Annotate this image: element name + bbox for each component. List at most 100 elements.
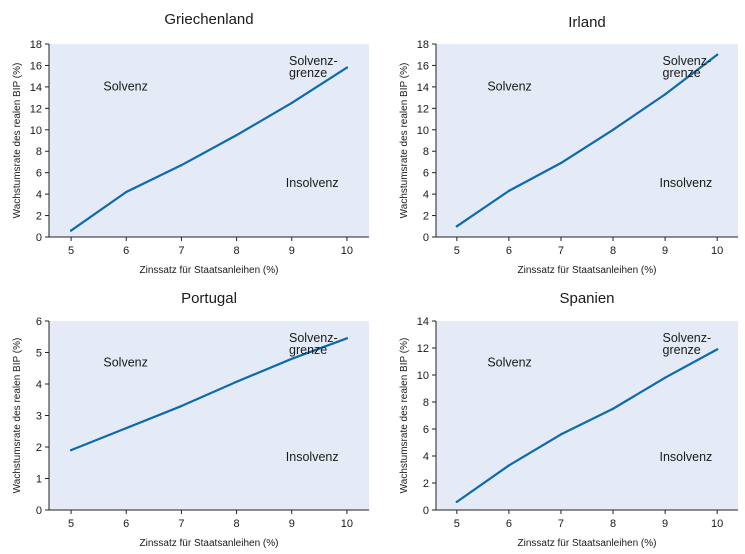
boundary-label-line1: Solvenz- xyxy=(289,54,338,68)
y-tick-label: 2 xyxy=(423,211,429,223)
y-tick-label: 5 xyxy=(36,348,42,360)
chart-title: Spanien xyxy=(559,290,614,307)
chart-panel: Portugal 0 1 2 3 4 5 6 5 6 7 8 9 10 Zinssatz für Staat… xyxy=(12,290,369,549)
data-point xyxy=(180,404,183,408)
plot-area xyxy=(49,321,369,510)
chart-title: Irland xyxy=(568,14,606,31)
y-tick-label: 4 xyxy=(423,451,429,463)
x-tick-label: 10 xyxy=(711,518,723,530)
y-tick-label: 12 xyxy=(30,103,42,115)
data-point xyxy=(664,376,667,379)
data-point xyxy=(345,66,349,69)
x-tick-label: 5 xyxy=(454,245,460,257)
y-tick-label: 18 xyxy=(30,39,42,51)
data-point xyxy=(180,164,183,167)
solvency-region-label: Solvenz xyxy=(103,79,147,93)
x-tick-label: 9 xyxy=(662,245,668,257)
data-point xyxy=(559,161,563,165)
data-point xyxy=(125,427,128,430)
x-tick-label: 6 xyxy=(506,245,512,257)
y-axis-label: Wachstumsrate des realen BIP (%) xyxy=(399,338,410,494)
x-tick-label: 7 xyxy=(178,245,184,257)
y-tick-label: 6 xyxy=(36,316,42,328)
x-tick-label: 7 xyxy=(178,518,184,530)
boundary-label-line1: Solvenz- xyxy=(289,331,338,345)
y-tick-label: 16 xyxy=(30,60,42,72)
solvency-region-label: Solvenz xyxy=(487,79,531,93)
y-tick-label: 8 xyxy=(423,146,429,158)
insolvency-region-label: Insolvenz xyxy=(659,450,712,464)
data-point xyxy=(611,128,615,131)
y-tick-label: 14 xyxy=(30,82,42,94)
y-tick-label: 4 xyxy=(423,189,429,201)
x-tick-label: 6 xyxy=(123,518,129,530)
y-tick-label: 4 xyxy=(36,379,42,391)
x-axis-label: Zinssatz für Staatsanleihen (%) xyxy=(518,538,657,549)
x-tick-label: 10 xyxy=(341,518,353,530)
y-tick-label: 10 xyxy=(30,125,42,137)
x-axis-label: Zinssatz für Staatsanleihen (%) xyxy=(140,265,279,276)
data-point xyxy=(507,189,510,192)
y-tick-label: 4 xyxy=(36,189,42,201)
chart-title: Griechenland xyxy=(164,11,253,28)
chart-panel: Griechenland 0 2 4 6 8 10 12 14 16 18 5 6 7 8 9 10 Zinssa… xyxy=(12,11,369,276)
solvency-boundary-line xyxy=(69,337,349,452)
solvency-region-label: Solvenz xyxy=(103,355,147,369)
solvency-boundary-line xyxy=(455,348,719,503)
chart-panel: Irland 0 2 4 6 8 10 12 14 16 18 5 6 7 8 9 10 Zinssatz für… xyxy=(399,14,738,276)
boundary-label-line2: grenze xyxy=(289,343,327,357)
y-tick-label: 12 xyxy=(417,343,429,355)
y-tick-label: 8 xyxy=(36,146,42,158)
y-tick-label: 8 xyxy=(423,397,429,409)
x-tick-label: 9 xyxy=(662,518,668,530)
data-point xyxy=(235,134,238,137)
x-tick-label: 6 xyxy=(506,518,512,530)
x-tick-label: 6 xyxy=(123,245,129,257)
data-point xyxy=(235,380,238,383)
x-tick-label: 9 xyxy=(289,518,295,530)
y-tick-label: 2 xyxy=(36,211,42,223)
x-axis-label: Zinssatz für Staatsanleihen (%) xyxy=(518,265,657,276)
data-point xyxy=(125,190,128,194)
data-point xyxy=(69,229,73,232)
y-tick-label: 18 xyxy=(417,39,429,51)
y-tick-label: 10 xyxy=(417,125,429,137)
x-tick-label: 8 xyxy=(610,245,616,257)
y-tick-label: 2 xyxy=(423,478,429,490)
y-tick-label: 2 xyxy=(36,442,42,454)
plot-area xyxy=(436,321,738,510)
data-point xyxy=(716,348,719,351)
data-point xyxy=(507,464,510,467)
insolvency-region-label: Insolvenz xyxy=(659,176,712,190)
data-point xyxy=(455,500,458,503)
y-tick-label: 16 xyxy=(417,60,429,72)
boundary-label-line2: grenze xyxy=(289,66,327,80)
data-point xyxy=(69,449,73,452)
y-axis-label: Wachstumsrate des realen BIP (%) xyxy=(12,338,23,494)
plot-area xyxy=(49,44,369,237)
boundary-label-line2: grenze xyxy=(663,66,701,80)
solvency-boundary-line xyxy=(455,53,719,228)
x-tick-label: 7 xyxy=(558,518,564,530)
data-point xyxy=(290,357,293,360)
boundary-label-line2: grenze xyxy=(663,343,701,357)
data-point xyxy=(455,225,458,228)
y-tick-label: 0 xyxy=(423,232,429,244)
data-point xyxy=(345,337,349,340)
x-tick-label: 5 xyxy=(68,518,74,530)
y-tick-label: 6 xyxy=(36,168,42,180)
y-tick-label: 0 xyxy=(36,232,42,244)
y-tick-label: 14 xyxy=(417,82,429,94)
insolvency-region-label: Insolvenz xyxy=(286,176,339,190)
data-point xyxy=(611,407,615,410)
x-tick-label: 5 xyxy=(454,518,460,530)
data-point xyxy=(664,93,667,96)
y-axis-label: Wachstumsrate des realen BIP (%) xyxy=(399,63,410,219)
insolvency-region-label: Insolvenz xyxy=(286,450,339,464)
y-tick-label: 6 xyxy=(423,424,429,436)
x-tick-label: 9 xyxy=(289,245,295,257)
y-axis-label: Wachstumsrate des realen BIP (%) xyxy=(12,63,23,219)
chart-panel: Spanien 0 2 4 6 8 10 12 14 5 6 7 8 9 10 Zinssatz für St… xyxy=(399,290,738,549)
x-tick-label: 8 xyxy=(234,518,240,530)
